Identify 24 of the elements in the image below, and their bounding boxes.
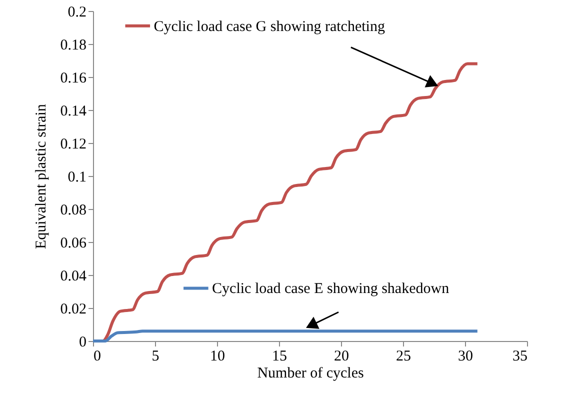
y-tick-label: 0.08	[60, 202, 86, 218]
y-tick-label: 0.2	[68, 4, 86, 20]
x-tick-label: 35	[512, 348, 528, 364]
y-axis-title: Equivalent plastic strain	[33, 104, 50, 249]
y-tick-label: 0.04	[60, 268, 87, 284]
y-tick-label: 0.02	[60, 302, 86, 318]
y-tick-label: 0.14	[60, 104, 87, 120]
legend-label: Cyclic load case E showing shakedown	[212, 281, 450, 298]
x-axis-title: Number of cycles	[257, 366, 364, 382]
y-tick-label: 0.1	[68, 170, 86, 186]
y-tick-label: 0.06	[60, 236, 87, 252]
line-series	[92, 330, 479, 342]
x-tick-label: 5	[152, 348, 160, 364]
x-tick-label: 15	[272, 348, 287, 364]
legend-label: Cyclic load case G showing ratcheting	[154, 18, 386, 35]
y-tick-label: 0	[79, 334, 86, 350]
y-tick-label: 0.18	[60, 38, 86, 54]
x-tick-label: 10	[210, 348, 225, 364]
x-tick-label: 0	[94, 348, 101, 364]
x-tick-label: 25	[396, 348, 411, 364]
y-tick-label: 0.16	[60, 70, 87, 86]
y-tick-label: 0.12	[60, 136, 86, 152]
x-tick-label: 30	[458, 348, 473, 364]
x-tick-label: 20	[334, 348, 349, 364]
